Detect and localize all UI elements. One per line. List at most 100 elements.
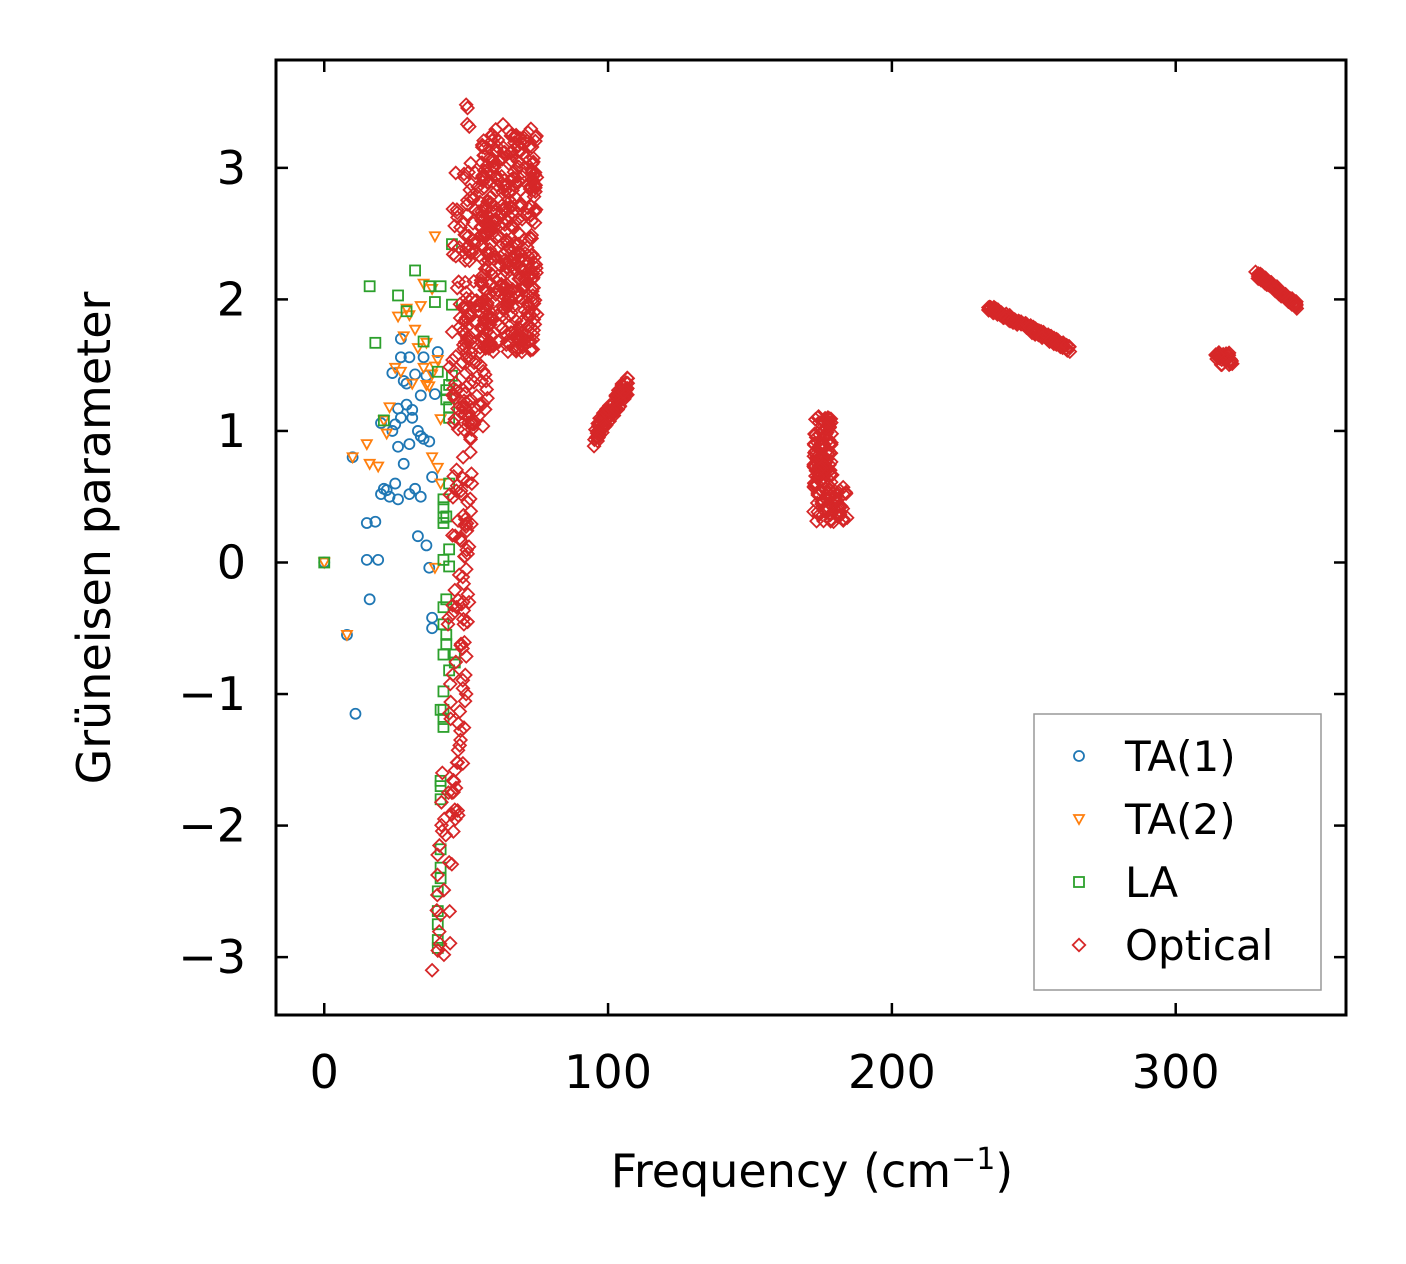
data-point-optical bbox=[522, 138, 538, 154]
data-point-optical bbox=[483, 337, 499, 353]
data-point-optical bbox=[479, 390, 495, 406]
data-point-optical bbox=[457, 511, 473, 527]
y-tick-label: 3 bbox=[217, 141, 246, 195]
data-point-ta-1- bbox=[360, 553, 373, 566]
data-point-ta-2- bbox=[425, 452, 439, 465]
data-point-optical bbox=[461, 253, 477, 269]
data-point-optical bbox=[812, 461, 828, 477]
y-axis-ticks: −3 −2 −1 0 1 2 3 bbox=[178, 141, 1346, 984]
data-point-optical bbox=[430, 847, 446, 863]
data-point-optical bbox=[457, 693, 473, 709]
data-point-ta-1- bbox=[394, 411, 407, 424]
data-point-la bbox=[434, 843, 447, 856]
data-point-optical bbox=[525, 150, 541, 166]
data-point-optical bbox=[430, 943, 446, 959]
data-point-ta-1- bbox=[409, 368, 421, 381]
series-optical bbox=[424, 97, 1305, 978]
data-point-ta-1- bbox=[403, 351, 416, 364]
data-point-optical bbox=[442, 676, 458, 692]
data-point-optical bbox=[496, 246, 512, 262]
x-axis-label: Frequency (cm−1) bbox=[611, 1142, 1014, 1198]
data-point-la bbox=[363, 280, 376, 293]
data-point-optical bbox=[988, 301, 1004, 317]
legend-marker bbox=[1073, 876, 1085, 888]
data-point-ta-1- bbox=[426, 622, 439, 635]
data-point-optical bbox=[496, 281, 512, 297]
data-point-optical bbox=[452, 530, 468, 546]
data-point-optical bbox=[814, 436, 831, 452]
data-point-optical bbox=[455, 755, 471, 771]
data-point-optical bbox=[485, 197, 501, 213]
data-point-optical bbox=[455, 399, 471, 415]
data-point-optical bbox=[440, 616, 456, 632]
data-point-la bbox=[437, 648, 450, 661]
data-point-ta-1- bbox=[426, 611, 439, 624]
data-point-la bbox=[443, 543, 456, 556]
data-point-la bbox=[437, 517, 450, 529]
data-point-ta-1- bbox=[429, 388, 441, 401]
data-point-ta-1- bbox=[392, 493, 404, 506]
legend-marker bbox=[1073, 750, 1085, 762]
data-point-ta-1- bbox=[380, 484, 393, 497]
x-tick-label: 0 bbox=[310, 1045, 339, 1099]
data-point-optical bbox=[1043, 332, 1059, 348]
data-point-optical bbox=[520, 296, 536, 312]
data-point-ta-2- bbox=[391, 311, 405, 324]
data-point-optical bbox=[1250, 266, 1266, 282]
data-point-optical bbox=[503, 153, 519, 169]
legend-label: TA(2) bbox=[1124, 795, 1236, 844]
data-point-optical bbox=[449, 209, 465, 225]
data-point-la bbox=[423, 280, 436, 293]
data-point-optical bbox=[479, 207, 495, 223]
data-point-optical bbox=[455, 611, 471, 627]
data-point-optical bbox=[479, 297, 495, 313]
data-point-optical bbox=[495, 116, 511, 132]
data-point-optical bbox=[490, 172, 506, 188]
data-point-ta-2- bbox=[405, 378, 419, 391]
data-point-ta-2- bbox=[397, 331, 411, 344]
data-point-optical bbox=[467, 414, 483, 430]
data-point-optical bbox=[483, 236, 499, 252]
data-point-optical bbox=[508, 175, 524, 191]
data-point-optical bbox=[474, 207, 490, 223]
data-point-la bbox=[318, 556, 331, 569]
data-point-optical bbox=[525, 154, 541, 170]
data-point-optical bbox=[480, 337, 496, 353]
data-point-la bbox=[400, 305, 413, 318]
data-point-optical bbox=[476, 133, 492, 149]
data-point-optical bbox=[1215, 346, 1231, 362]
y-tick-label: −3 bbox=[178, 930, 246, 984]
data-point-optical bbox=[463, 155, 479, 171]
data-point-optical bbox=[455, 569, 471, 585]
data-point-optical bbox=[456, 602, 472, 619]
data-point-optical bbox=[1001, 312, 1017, 328]
data-point-la bbox=[437, 721, 450, 733]
data-point-optical bbox=[496, 145, 512, 161]
data-point-ta-2- bbox=[434, 478, 448, 491]
data-point-ta-1- bbox=[406, 404, 419, 416]
data-point-optical bbox=[436, 882, 452, 898]
data-point-ta-1- bbox=[386, 425, 399, 437]
data-point-ta-2- bbox=[377, 415, 391, 428]
data-point-optical bbox=[458, 519, 474, 535]
data-point-optical bbox=[494, 236, 510, 252]
data-point-optical bbox=[466, 374, 482, 390]
data-point-optical bbox=[460, 494, 476, 510]
data-point-optical bbox=[453, 637, 469, 653]
data-point-ta-2- bbox=[382, 402, 397, 415]
data-point-ta-1- bbox=[363, 593, 376, 606]
data-point-optical bbox=[486, 159, 502, 175]
data-point-optical bbox=[832, 506, 848, 522]
data-point-la bbox=[431, 885, 444, 898]
x-tick-label: 200 bbox=[848, 1045, 936, 1099]
data-point-optical bbox=[810, 409, 826, 426]
data-point-optical bbox=[817, 503, 833, 519]
data-point-optical bbox=[489, 168, 505, 184]
data-point-ta-2- bbox=[346, 452, 360, 465]
data-point-ta-2- bbox=[380, 428, 394, 441]
data-point-optical bbox=[529, 306, 545, 323]
data-point-optical bbox=[451, 567, 467, 583]
data-point-optical bbox=[458, 300, 474, 316]
data-point-optical bbox=[478, 373, 494, 389]
data-point-ta-2- bbox=[360, 439, 374, 451]
